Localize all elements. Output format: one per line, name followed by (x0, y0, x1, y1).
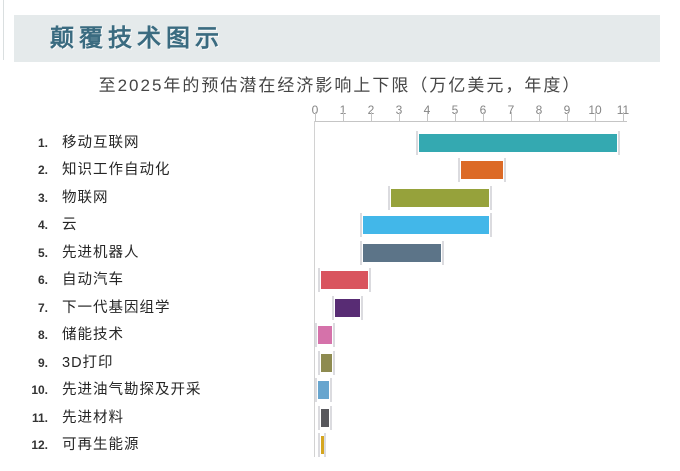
row-rank: 11. (31, 410, 48, 425)
bar-cap-left (314, 378, 317, 403)
x-tick-label: 8 (535, 103, 543, 117)
x-tick-mark (343, 112, 344, 121)
x-tick-label: 6 (479, 103, 487, 117)
bar-cap-right (489, 213, 492, 238)
row-label: 云 (62, 217, 78, 234)
row-rank: 12. (31, 437, 48, 452)
x-tick-mark (567, 112, 568, 121)
range-bar (418, 134, 618, 152)
x-tick-mark (623, 112, 624, 121)
bar-cap-right (324, 432, 327, 457)
row-rank: 9. (37, 355, 48, 370)
range-bar (320, 271, 369, 290)
x-tick-label: 0 (311, 103, 319, 117)
bar-cap-left (457, 158, 460, 183)
bar-cap-right (618, 131, 621, 155)
bar-cap-left (387, 185, 390, 210)
bar-cap-right (489, 185, 492, 210)
x-tick-mark (315, 112, 316, 121)
range-bar (390, 188, 489, 207)
left-edge-line (3, 0, 4, 60)
bar-cap-left (359, 240, 362, 265)
bar-cap-right (360, 295, 363, 320)
range-bar (320, 435, 324, 454)
x-tick-label: 7 (507, 103, 515, 117)
x-tick-mark (371, 112, 372, 121)
range-bar (334, 298, 360, 317)
row-rank: 4. (37, 218, 48, 233)
row-label: 可再生能源 (62, 436, 140, 453)
x-tick-label: 4 (423, 103, 431, 117)
bar-cap-right (369, 268, 372, 293)
x-tick-mark (455, 112, 456, 121)
x-tick-label: 11 (616, 103, 630, 117)
range-bar (317, 326, 332, 345)
row-label: 下一代基因组学 (62, 299, 171, 316)
x-tick-mark (511, 112, 512, 121)
row-label: 物联网 (62, 189, 109, 206)
bar-cap-left (317, 405, 320, 430)
x-tick-label: 9 (563, 103, 571, 117)
bar-cap-right (332, 350, 335, 375)
row-rank: 8. (37, 328, 48, 343)
bar-cap-right (442, 240, 444, 265)
row-label: 知识工作自动化 (62, 162, 171, 179)
x-tick-mark (539, 112, 540, 121)
row-label: 先进油气勘探及开采 (62, 382, 202, 399)
bar-cap-left (359, 213, 362, 238)
bar-cap-right (330, 378, 332, 403)
bar-cap-left (415, 131, 418, 155)
x-tick-mark (483, 112, 484, 121)
row-rank: 3. (37, 190, 48, 205)
bar-cap-left (314, 323, 317, 348)
row-label: 移动互联网 (62, 135, 140, 151)
row-rank: 10. (31, 383, 48, 398)
bar-cap-left (317, 350, 320, 375)
range-bar (320, 408, 329, 427)
range-bar (362, 243, 441, 262)
bar-cap-left (331, 295, 334, 320)
row-label: 先进机器人 (62, 244, 140, 261)
row-rank: 6. (37, 273, 48, 288)
row-label: 自动汽车 (62, 272, 124, 289)
bar-cap-left (317, 432, 320, 457)
row-rank: 7. (37, 300, 48, 315)
bar-cap-left (317, 268, 320, 293)
x-axis-line (314, 121, 627, 122)
range-bar (317, 381, 329, 400)
x-tick-label: 5 (451, 103, 459, 117)
range-bar (320, 353, 332, 372)
x-tick-label: 1 (339, 103, 347, 117)
x-tick-label: 2 (367, 103, 375, 117)
row-label: 储能技术 (62, 327, 124, 344)
row-label: 3D打印 (62, 354, 114, 371)
row-rank: 1. (37, 136, 48, 150)
row-label: 先进材料 (62, 409, 124, 426)
x-tick-label: 10 (588, 103, 602, 117)
row-rank: 5. (37, 245, 48, 260)
bar-cap-right (332, 323, 335, 348)
x-tick-mark (427, 112, 428, 121)
chart-subtitle: 至2025年的预估潜在经济影响上下限（万亿美元，年度） (98, 76, 582, 95)
y-axis-line (314, 121, 315, 457)
range-bar (362, 216, 489, 235)
x-tick-label: 3 (395, 103, 403, 117)
x-tick-mark (595, 112, 596, 121)
bar-cap-right (503, 158, 506, 183)
x-tick-mark (399, 112, 400, 121)
title-band: 颠覆技术图示 (14, 15, 660, 62)
bar-cap-right (330, 405, 332, 430)
page-title: 颠覆技术图示 (50, 25, 224, 52)
range-bar (460, 161, 503, 180)
row-rank: 2. (37, 163, 48, 178)
